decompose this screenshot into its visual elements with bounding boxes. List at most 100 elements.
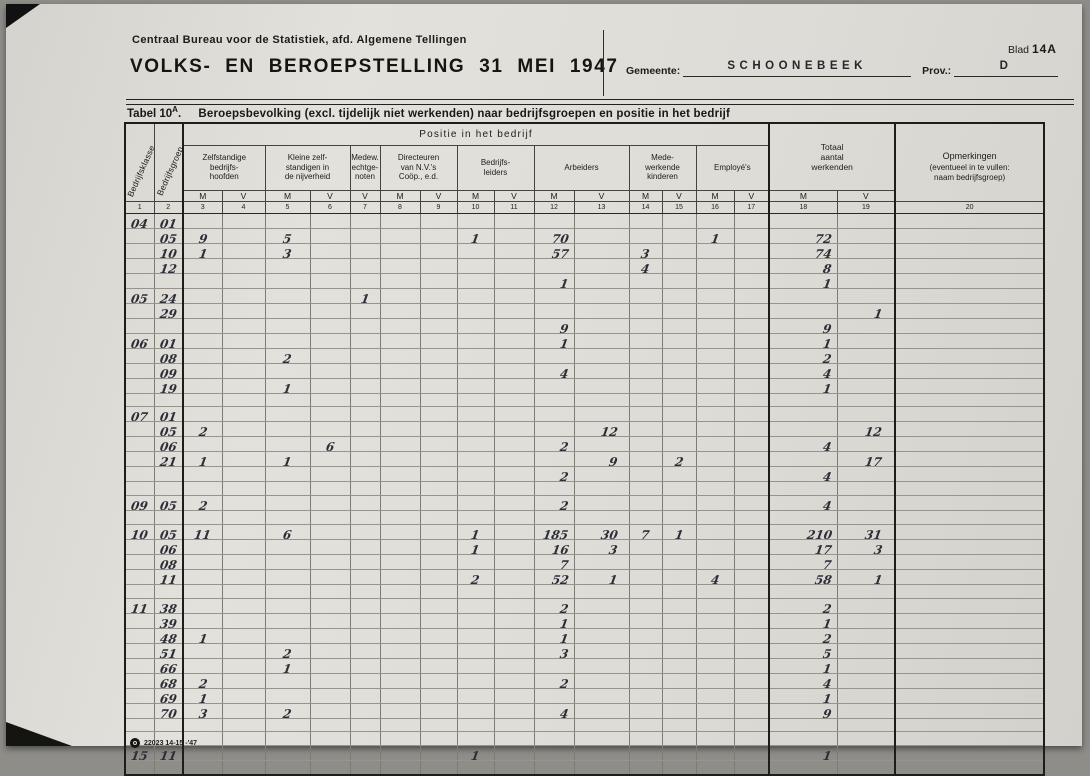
cell-col8 (380, 613, 421, 629)
cell-col19 (837, 481, 897, 497)
handwritten-value: 08 (158, 351, 178, 366)
bedrijfsgroep-cell (154, 510, 184, 525)
cell-col10 (457, 406, 495, 423)
bedrijfsgroep-cell (154, 718, 184, 733)
cell-col7 (350, 598, 381, 614)
handwritten-value: 1 (197, 631, 209, 646)
cell-col19 (837, 393, 897, 408)
cell-col14 (629, 273, 663, 289)
cell-col7 (350, 745, 381, 762)
cell-col4 (222, 481, 266, 497)
cell-col6 (310, 613, 351, 629)
cell-col18: 17 (769, 539, 838, 557)
bedrijfsklasse-cell (125, 613, 155, 629)
handwritten-value: 21 (158, 455, 178, 470)
cell-col18: 2 (769, 628, 838, 646)
cell-col20 (895, 273, 1045, 289)
cell-col5 (265, 481, 311, 497)
cell-col10 (457, 554, 495, 570)
prov-field: D (954, 60, 1059, 77)
cell-col15 (662, 421, 697, 438)
bedrijfsklasse-cell (125, 481, 155, 497)
table-row: 10 05 11 6 1 185 30 7 1 210 31 (125, 524, 1045, 542)
table-row: 12 4 8 (125, 258, 1045, 276)
cell-col19 (837, 495, 897, 512)
bedrijfsgroep-cell: 05 (154, 421, 184, 439)
cell-col7 (350, 688, 381, 704)
bedrijfsgroep-cell (154, 760, 184, 775)
cell-col13 (574, 643, 630, 659)
cell-col11 (494, 363, 535, 379)
handwritten-value: 1 (822, 691, 833, 706)
cell-col5 (265, 718, 311, 733)
cell-col7 (350, 243, 381, 259)
col-bedrijfsgroep-header: Bedrijfsgroep (153, 122, 185, 202)
cell-col11 (494, 348, 535, 364)
handwritten-value: 05 (158, 527, 178, 542)
bedrijfsgroep-cell: 51 (154, 643, 184, 661)
handwritten-value: 2 (282, 646, 293, 661)
group-header: Directeuren van N.V.'s Coöp., e.d. (379, 144, 458, 191)
cell-col5 (265, 436, 311, 453)
handwritten-value: 05 (158, 231, 178, 246)
cell-col17 (734, 378, 771, 394)
cell-col17 (734, 539, 771, 555)
cell-col18: 4 (769, 436, 838, 454)
cell-col18 (769, 288, 838, 304)
cell-col15 (662, 584, 697, 599)
cell-col20 (895, 393, 1045, 408)
cell-col18 (769, 481, 838, 497)
mv-header: V (661, 189, 697, 202)
bedrijfsgroep-cell: 70 (154, 703, 184, 721)
handwritten-value: 2 (673, 455, 685, 470)
cell-col9 (420, 466, 458, 483)
cell-col14 (629, 348, 663, 364)
cell-col9 (420, 303, 458, 319)
handwritten-value: 1 (559, 631, 570, 646)
cell-col3 (183, 363, 223, 379)
column-number: 8 (379, 200, 421, 214)
cell-col6: 6 (310, 436, 351, 454)
cell-col4 (222, 363, 266, 379)
handwritten-value: 2 (282, 351, 293, 366)
cell-col3 (183, 288, 223, 304)
cell-col9 (420, 598, 458, 614)
bedrijfsgroep-cell (154, 273, 184, 289)
cell-col12 (534, 451, 575, 468)
column-number: 13 (573, 200, 630, 214)
mv-header: V (221, 189, 266, 202)
cell-col7 (350, 378, 381, 394)
handwritten-value: 10 (130, 527, 150, 542)
handwritten-value: 2 (559, 470, 570, 485)
bedrijfsklasse-cell (125, 258, 155, 274)
group-header: Zelfstandige bedrijfs- hoofden (182, 144, 266, 191)
cell-col14 (629, 569, 663, 585)
column-number: 6 (309, 200, 351, 214)
cell-col7 (350, 363, 381, 379)
cell-col10 (457, 333, 495, 349)
cell-col10 (457, 598, 495, 614)
cell-col11 (494, 584, 535, 599)
cell-col13 (574, 481, 630, 497)
handwritten-value: 1 (822, 749, 833, 764)
cell-col6 (310, 584, 351, 599)
handwritten-value: 1 (822, 661, 833, 676)
cell-col14 (629, 688, 663, 704)
cell-col3 (183, 539, 223, 555)
cell-col7 (350, 718, 381, 733)
cell-col8 (380, 643, 421, 659)
cell-col19 (837, 703, 897, 719)
cell-col13 (574, 228, 630, 244)
cell-col20 (895, 348, 1045, 364)
cell-col5 (265, 466, 311, 483)
cell-col14: 7 (629, 524, 663, 542)
cell-col13 (574, 273, 630, 289)
handwritten-value: 4 (559, 366, 570, 381)
cell-col13: 3 (574, 539, 630, 557)
cell-col6 (310, 333, 351, 349)
cell-col15 (662, 598, 697, 614)
handwritten-value: 1 (673, 527, 685, 542)
cell-col3 (183, 303, 223, 319)
cell-col20 (895, 495, 1045, 512)
